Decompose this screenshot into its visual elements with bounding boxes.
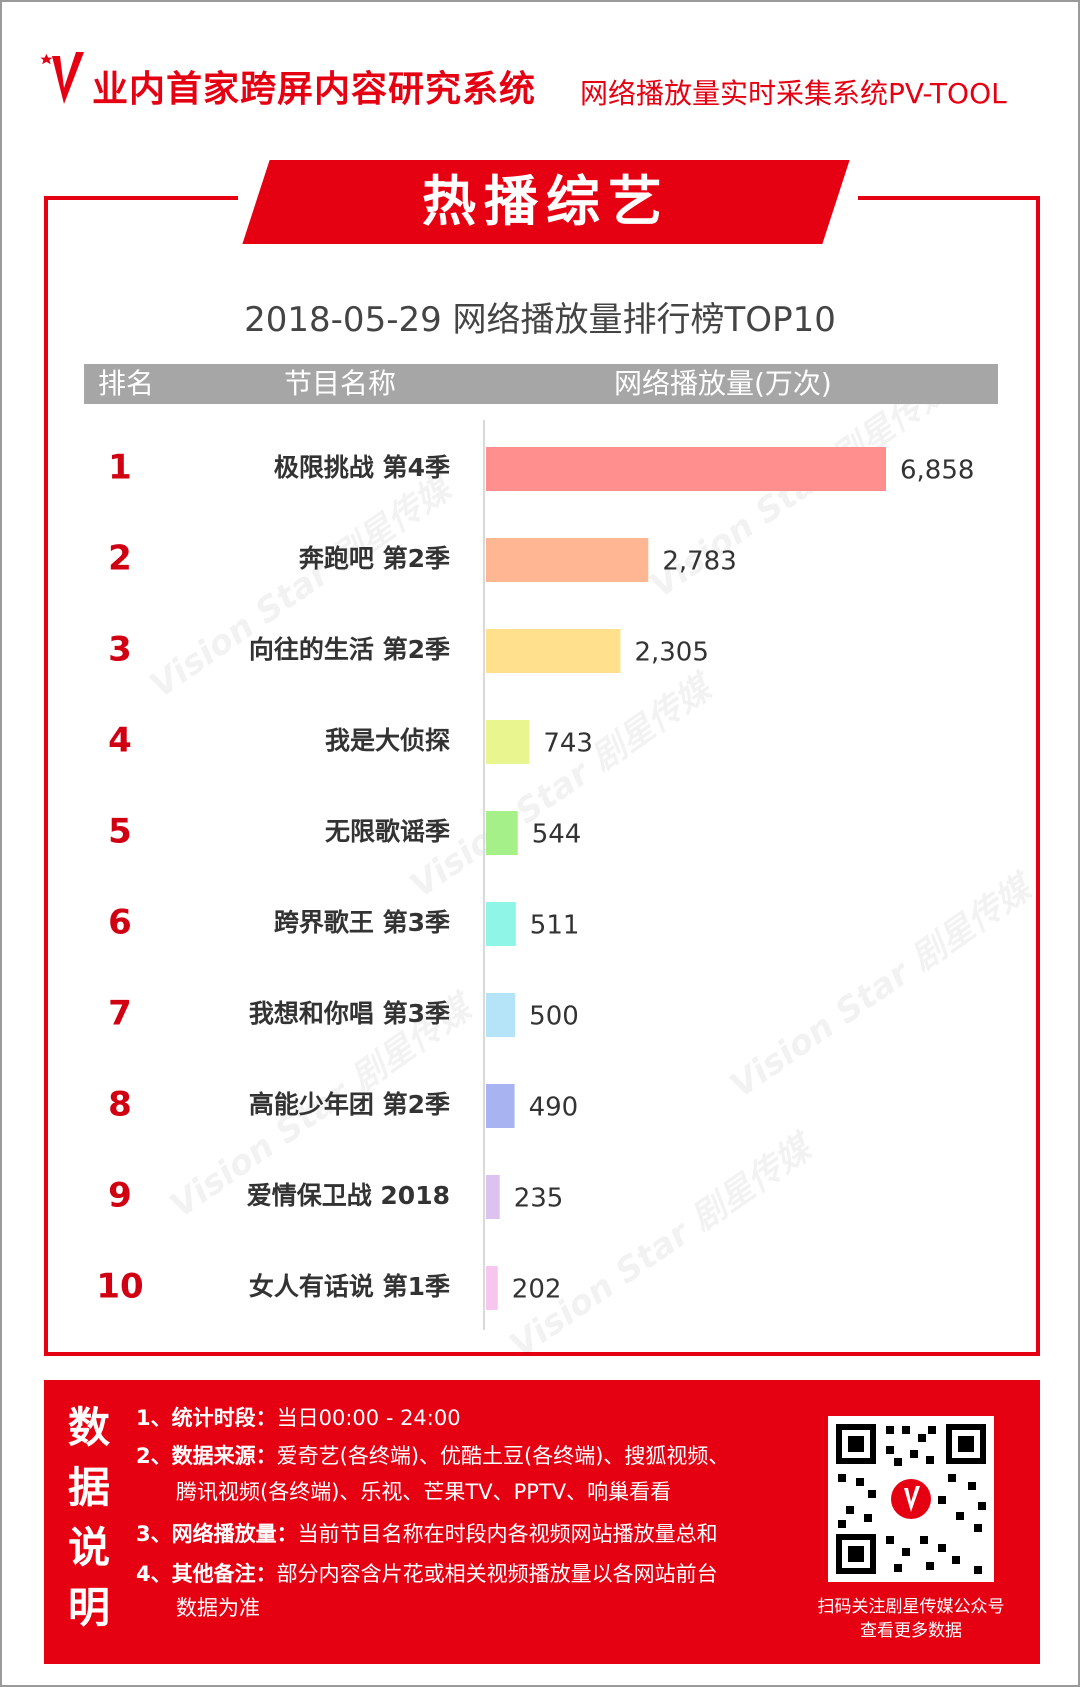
notes-side-char: 明 (67, 1583, 110, 1632)
bar (486, 993, 516, 1037)
value-label: 544 (532, 820, 582, 850)
value-label: 743 (543, 729, 593, 759)
qr-code[interactable] (828, 1416, 994, 1582)
bar (486, 1266, 498, 1310)
bar (486, 538, 649, 582)
rank-label: 4 (108, 721, 132, 761)
category-label: 爱情保卫战 2018 (247, 1181, 450, 1210)
value-label: 235 (514, 1184, 564, 1214)
column-header: 排名 节目名称 网络播放量(万次) (84, 364, 998, 404)
notes-side-label: 数 据 说 明 (64, 1398, 114, 1638)
note-text: 当前节目名称在时段内各视频网站播放量总和 (297, 1522, 718, 1546)
note-line: 4、其他备注：部分内容含片花或相关视频播放量以各网站前台 (136, 1558, 718, 1588)
note-text: 部分内容含片花或相关视频播放量以各网站前台 (276, 1562, 718, 1586)
rank-label: 5 (108, 812, 132, 852)
notes-side-char: 数 (67, 1403, 110, 1452)
bar (486, 720, 530, 764)
data-notes-panel: 数 据 说 明 1、统计时段：当日00:00 - 24:00 2、数据来源：爱奇… (44, 1380, 1040, 1664)
category-label: 我想和你唱 第3季 (249, 999, 450, 1028)
category-label: 向往的生活 第2季 (249, 635, 450, 664)
category-label: 高能少年团 第2季 (249, 1090, 450, 1119)
note-text: 当日00:00 - 24:00 (276, 1406, 461, 1430)
note-line: 腾讯视频(各终端)、乐视、芒果TV、PPTV、响巢看看 (176, 1476, 671, 1506)
bar (486, 629, 621, 673)
note-label: 2、数据来源： (136, 1444, 277, 1468)
note-label: 3、网络播放量： (136, 1522, 298, 1546)
notes-side-char: 据 (67, 1463, 110, 1512)
category-label: 我是大侦探 (325, 726, 450, 755)
note-line: 数据为准 (176, 1592, 260, 1622)
value-label: 2,305 (634, 638, 708, 668)
rank-label: 9 (108, 1176, 132, 1216)
rank-label: 7 (108, 994, 132, 1034)
header-subtitle: 网络播放量实时采集系统PV-TOOL (580, 77, 1007, 110)
note-label: 4、其他备注： (136, 1562, 277, 1586)
rank-label: 6 (108, 903, 132, 943)
category-label: 无限歌谣季 (325, 817, 450, 846)
value-label: 511 (530, 911, 580, 941)
banner-title: 热播综艺 (422, 170, 670, 233)
note-text: 腾讯视频(各终端)、乐视、芒果TV、PPTV、响巢看看 (176, 1480, 672, 1504)
logo-icon (40, 52, 84, 104)
category-label: 极限挑战 第4季 (274, 453, 450, 482)
value-label: 6,858 (900, 456, 974, 486)
header-title: 业内首家跨屏内容研究系统 (92, 69, 537, 110)
bar (486, 447, 886, 491)
rank-label: 10 (96, 1267, 143, 1307)
bar (486, 902, 516, 946)
note-line: 3、网络播放量：当前节目名称在时段内各视频网站播放量总和 (136, 1518, 718, 1548)
rank-label: 3 (108, 630, 132, 670)
category-label: 奔跑吧 第2季 (299, 544, 450, 573)
bar (486, 811, 518, 855)
qr-caption: 查看更多数据 (860, 1621, 962, 1641)
rank-label: 8 (108, 1085, 132, 1125)
rank-label: 1 (108, 448, 132, 488)
qr-code-icon (836, 1424, 986, 1574)
note-line: 1、统计时段：当日00:00 - 24:00 (136, 1402, 461, 1432)
column-header-rank: 排名 (98, 367, 155, 400)
category-label: 跨界歌王 第3季 (274, 908, 450, 937)
rank-label: 2 (108, 539, 132, 579)
bar (486, 1175, 500, 1219)
note-text: 爱奇艺(各终端)、优酷土豆(各终端)、搜狐视频、 (276, 1444, 730, 1468)
chart-title: 2018-05-29 网络播放量排行榜TOP10 (244, 300, 836, 340)
column-header-value: 网络播放量(万次) (614, 367, 832, 400)
qr-caption: 扫码关注剧星传媒公众号 (817, 1597, 1005, 1617)
value-label: 490 (529, 1093, 579, 1123)
value-label: 500 (529, 1002, 579, 1032)
value-label: 2,783 (662, 547, 736, 577)
column-header-name: 节目名称 (284, 367, 397, 400)
note-label: 1、统计时段： (136, 1406, 277, 1430)
bar (486, 1084, 515, 1128)
note-line: 2、数据来源：爱奇艺(各终端)、优酷土豆(各终端)、搜狐视频、 (136, 1440, 729, 1470)
category-label: 女人有话说 第1季 (249, 1272, 450, 1301)
value-label: 202 (512, 1275, 562, 1305)
note-text: 数据为准 (176, 1596, 260, 1620)
notes-side-char: 说 (67, 1523, 110, 1572)
